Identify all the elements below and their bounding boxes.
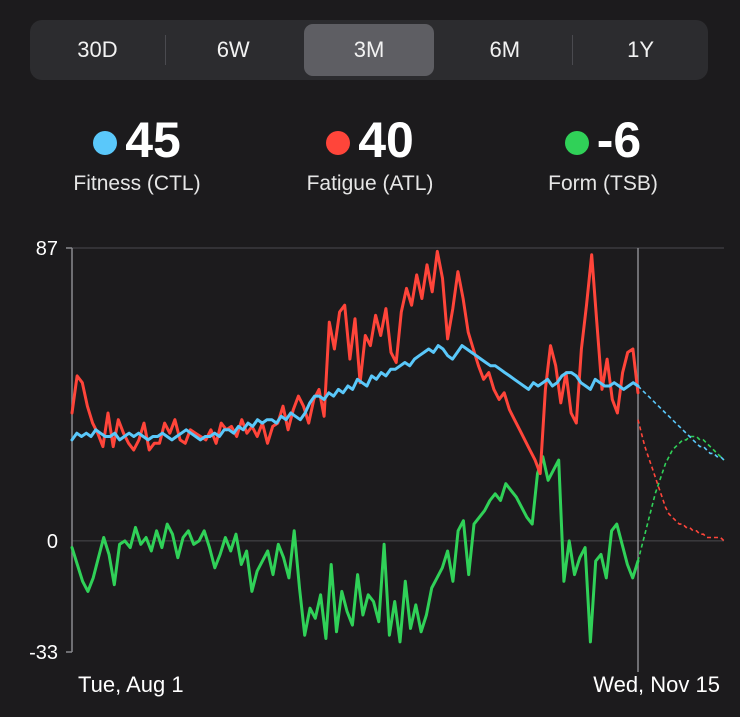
metric-fitness-label: Fitness (CTL) — [73, 172, 201, 195]
metric-value-row: -6 — [493, 112, 713, 168]
metric-value-row: 45 — [27, 112, 247, 168]
training-load-chart: 87 0 -33 Tue, Aug 1 Wed, Nov 15 — [29, 238, 725, 697]
metric-form-label: Form (TSB) — [548, 172, 658, 195]
segment-separator — [164, 35, 166, 65]
metrics-row: 45 Fitness (CTL) 40 Fatigue (ATL) -6 Form (TS… — [0, 112, 740, 202]
metric-form: -6 Form (TSB) — [493, 112, 713, 196]
segment-separator — [572, 35, 574, 65]
series-line-form — [70, 455, 640, 644]
metric-fatigue-label: Fatigue (ATL) — [306, 172, 434, 195]
x-end-label: Wed, Nov 15 — [593, 672, 720, 697]
projection-line-fitness — [637, 385, 725, 461]
metric-fatigue-value: 40 — [358, 112, 414, 168]
metric-form-dot-icon — [564, 131, 589, 155]
y-tick-label: -33 — [29, 642, 58, 664]
metric-form-value: -6 — [596, 112, 642, 168]
range-tab-6w[interactable]: 6W — [216, 37, 250, 62]
projection-line-fatigue — [637, 419, 725, 542]
range-selector: 30D 6W 3M 6M 1Y — [30, 20, 708, 80]
y-tick-label: 87 — [36, 238, 58, 260]
y-tick-label: 0 — [47, 531, 58, 553]
x-start-label: Tue, Aug 1 — [78, 672, 184, 697]
projection-line-form — [637, 435, 725, 562]
metric-fitness-value: 45 — [125, 112, 181, 168]
metric-fatigue: 40 Fatigue (ATL) — [260, 112, 480, 196]
segment-separator — [301, 35, 302, 65]
range-tab-1y[interactable]: 1Y — [627, 37, 655, 62]
range-tab-30d[interactable]: 30D — [77, 37, 118, 62]
segment-separator — [436, 35, 437, 65]
metric-fatigue-dot-icon — [326, 131, 351, 155]
metric-fitness-dot-icon — [93, 131, 118, 155]
series-line-fitness — [70, 344, 640, 442]
metric-value-row: 40 — [260, 112, 480, 168]
range-tab-6m[interactable]: 6M — [489, 37, 521, 62]
metric-fitness: 45 Fitness (CTL) — [27, 112, 247, 196]
range-tab-3m[interactable]: 3M — [303, 24, 435, 76]
series-line-fatigue — [70, 249, 640, 476]
